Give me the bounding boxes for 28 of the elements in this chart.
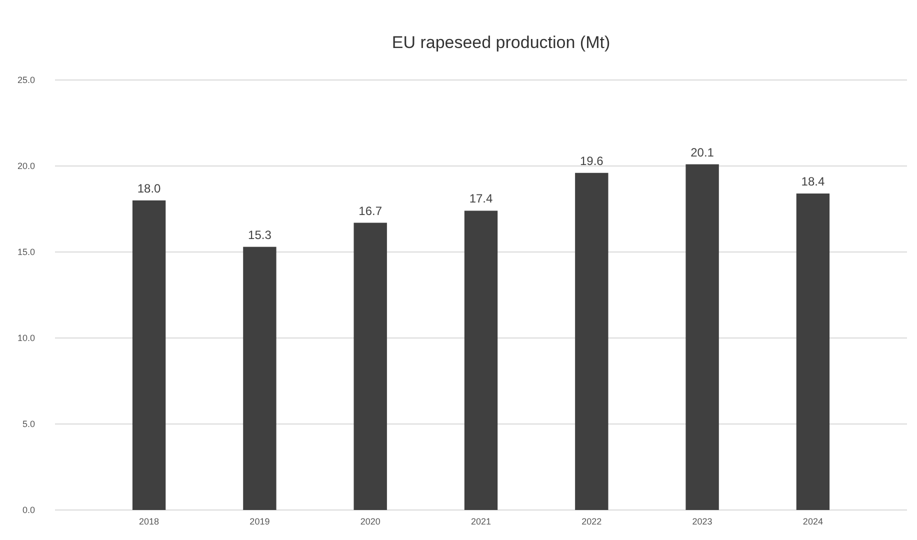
- data-label: 20.1: [690, 145, 714, 160]
- x-tick-label: 2021: [470, 516, 492, 526]
- bar: [243, 246, 276, 510]
- x-tick-label: 2022: [582, 516, 602, 526]
- x-tick-label: 2023: [692, 516, 712, 526]
- x-tick-label: 2018: [139, 516, 160, 526]
- data-label: 19.6: [580, 154, 604, 168]
- y-tick-label: 25.0: [17, 74, 35, 85]
- bar: [354, 222, 387, 510]
- y-tick-label: 10.0: [17, 332, 35, 343]
- y-tick-label: 0.0: [22, 504, 35, 515]
- data-label: 17.4: [469, 192, 493, 206]
- data-label: 15.3: [248, 228, 272, 242]
- bar: [575, 172, 608, 510]
- bar: [796, 194, 830, 510]
- data-label: 18.0: [137, 181, 162, 196]
- x-tick-label: 2019: [250, 516, 270, 526]
- data-label: 16.7: [358, 204, 382, 218]
- bar: [686, 164, 719, 510]
- y-tick-label: 5.0: [22, 418, 35, 429]
- y-tick-label: 20.0: [17, 160, 35, 171]
- chart-title: EU rapeseed production (Mt): [392, 33, 610, 52]
- bar: [132, 200, 166, 510]
- x-tick-label: 2024: [802, 516, 823, 526]
- x-tick-label: 2020: [360, 516, 380, 526]
- bar: [464, 210, 498, 510]
- y-tick-label: 15.0: [17, 246, 35, 257]
- data-label: 18.4: [801, 174, 825, 189]
